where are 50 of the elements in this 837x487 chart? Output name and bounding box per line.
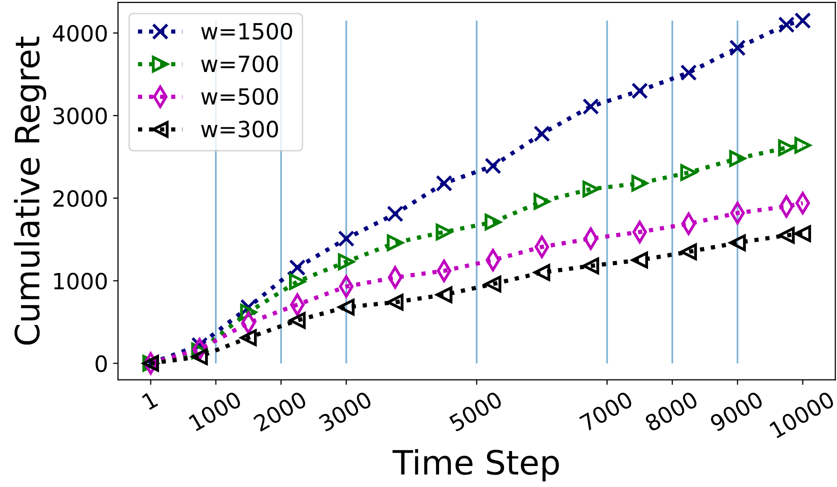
point (631, 174, 648, 192)
y-tick-label: 1000 (54, 272, 107, 290)
y-tick-label: 2000 (53, 190, 107, 207)
point (534, 264, 550, 281)
legend-label: w=500 (201, 88, 278, 105)
point (240, 329, 257, 346)
point (436, 286, 452, 304)
point (338, 230, 355, 247)
legend-label: w=700 (201, 55, 278, 72)
point (484, 276, 502, 292)
point (729, 40, 746, 56)
point (338, 253, 355, 270)
point (386, 206, 404, 222)
point (582, 258, 600, 274)
point (534, 125, 550, 142)
point (484, 158, 502, 174)
point (582, 98, 600, 115)
point (436, 174, 452, 192)
point (680, 244, 697, 260)
point (778, 226, 795, 244)
point (680, 64, 697, 81)
point (729, 234, 746, 252)
point (794, 225, 812, 242)
point (386, 234, 404, 252)
point (436, 224, 452, 240)
x-axis-title: Time Step (392, 449, 559, 482)
point (778, 139, 795, 156)
point (582, 180, 600, 198)
point (794, 12, 812, 29)
point (631, 252, 648, 268)
point (778, 16, 795, 34)
point (338, 298, 355, 316)
legend-label: w=1500 (201, 22, 292, 40)
point (534, 193, 550, 210)
point (289, 312, 306, 329)
y-axis-title: Cumulative Regret (14, 36, 46, 345)
point (484, 214, 502, 230)
y-tick-label: 4000 (52, 24, 107, 42)
point (729, 150, 746, 167)
point (289, 259, 306, 276)
point (191, 348, 208, 366)
point (680, 164, 697, 181)
point (289, 273, 306, 290)
point (386, 294, 404, 311)
legend-label: w=300 (201, 120, 278, 138)
y-tick-label: 3000 (53, 108, 107, 124)
x-tick-label: 1 (142, 391, 158, 410)
y-tick-label: 0 (96, 355, 107, 372)
point (794, 136, 812, 154)
point (631, 82, 648, 100)
